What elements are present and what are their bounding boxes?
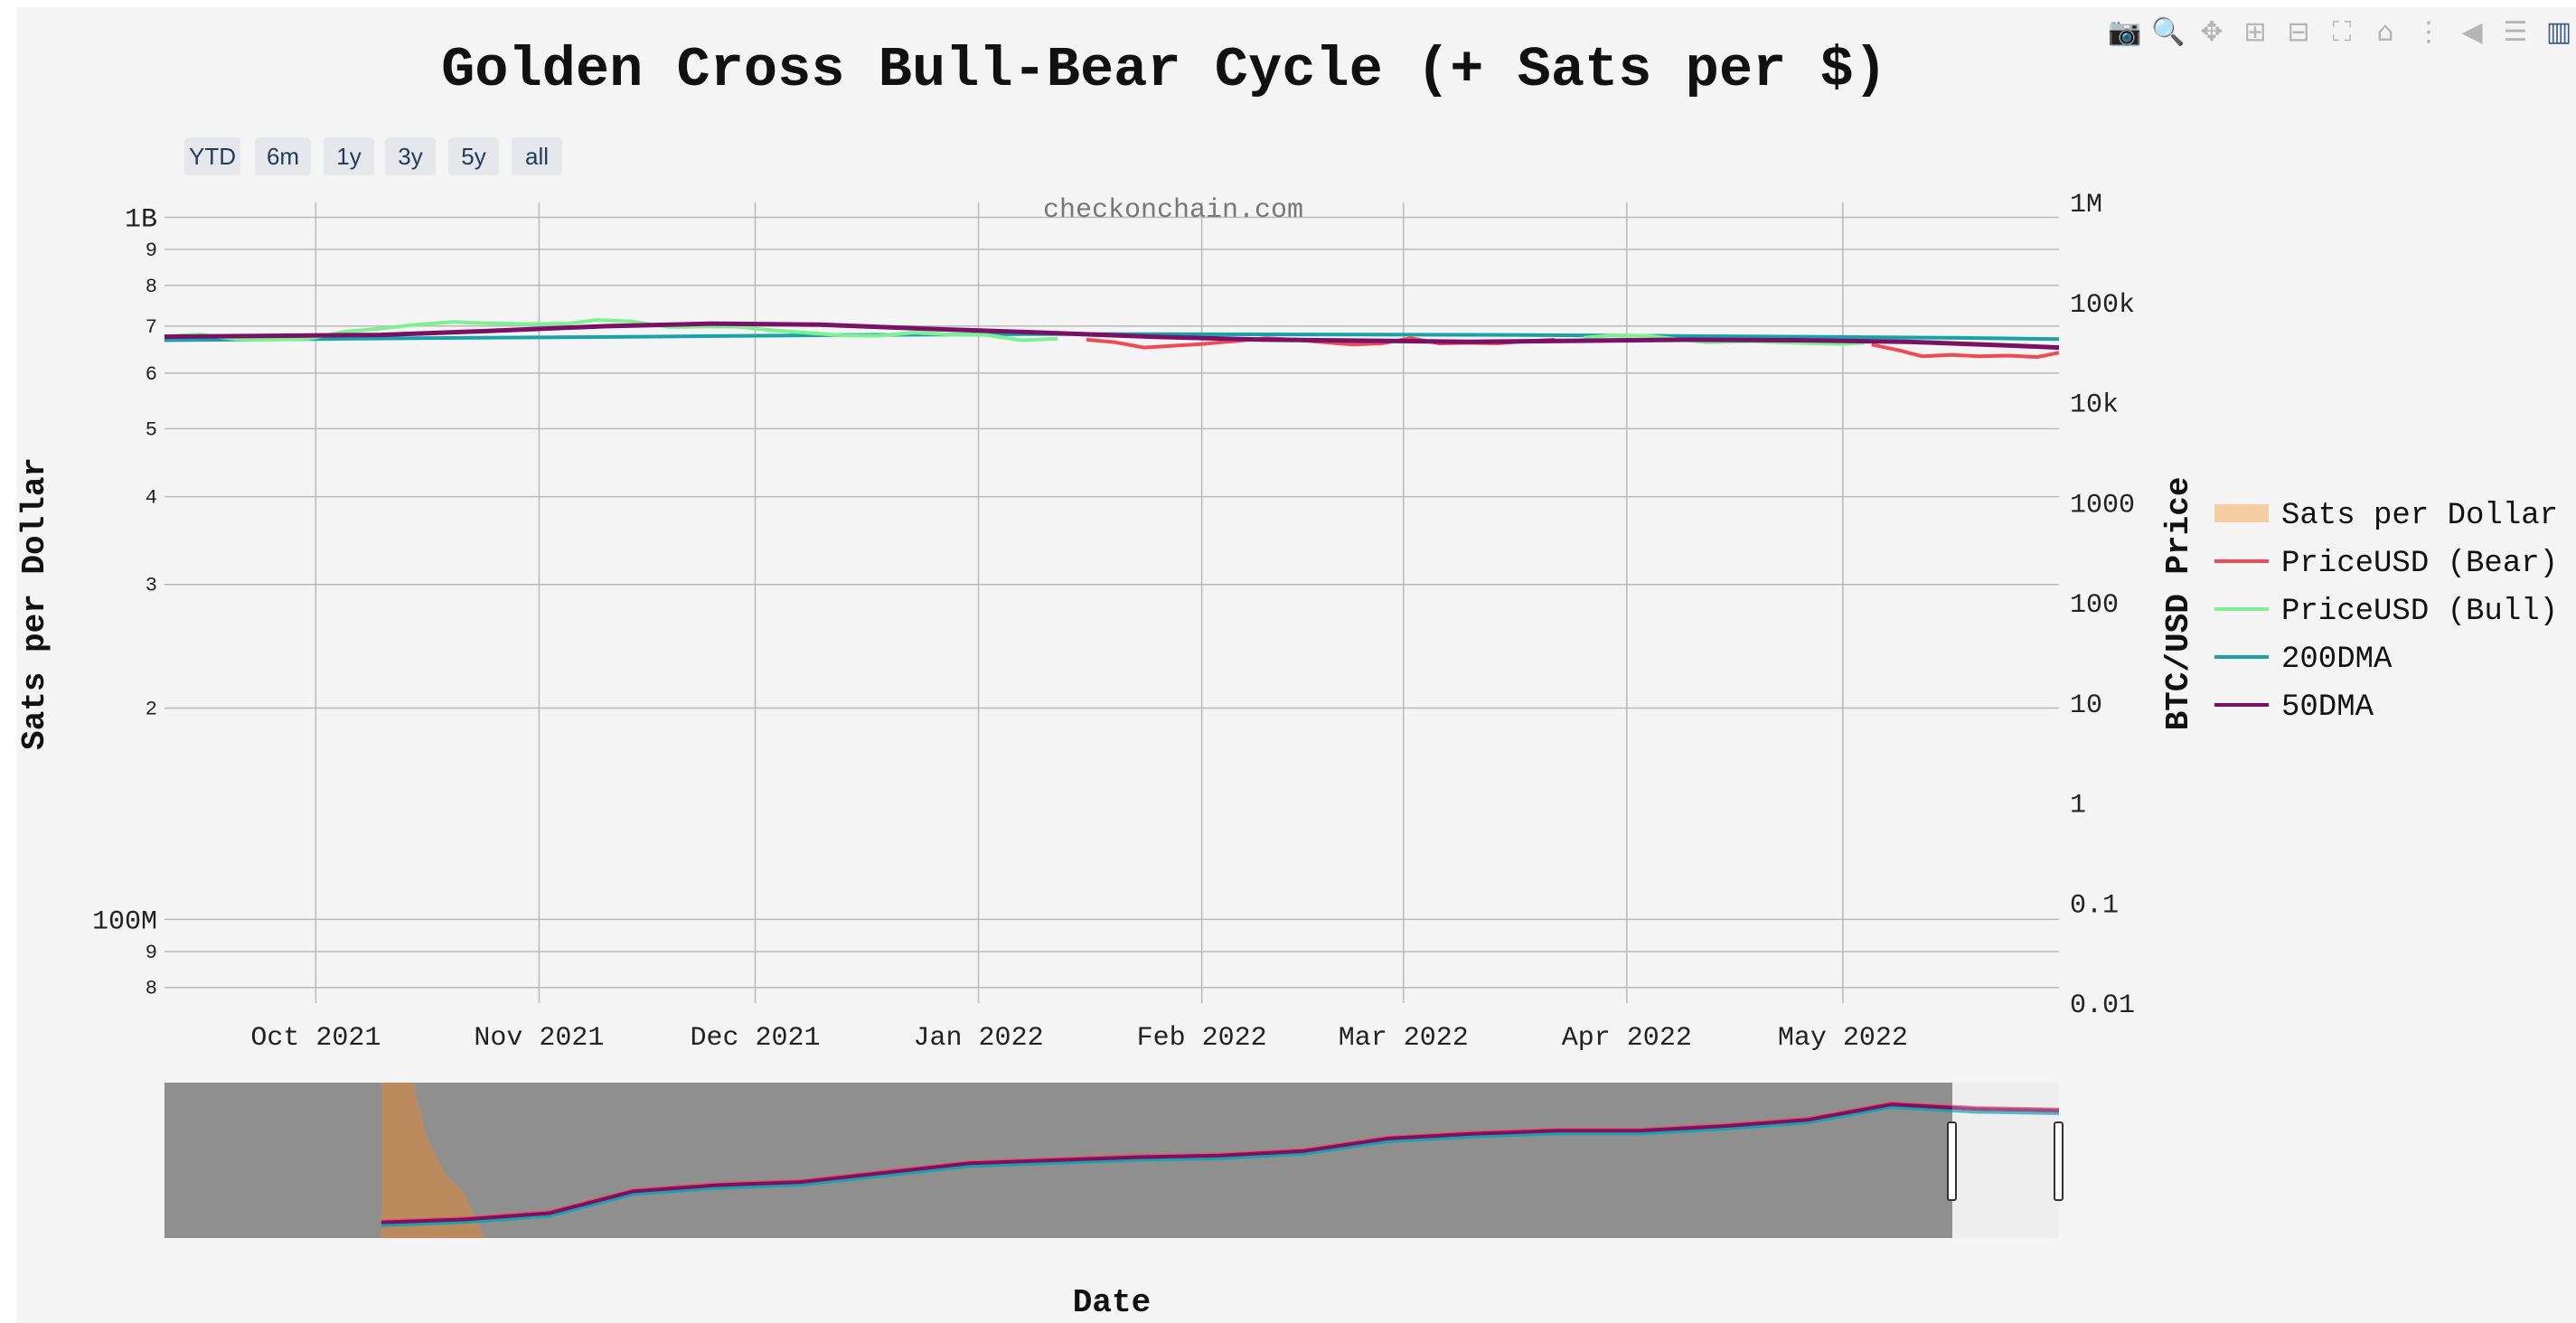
right-tick-label: 10k (2070, 390, 2119, 421)
spike-lines-icon[interactable]: ⋮ (2411, 14, 2446, 49)
right-tick-label: 10 (2070, 690, 2102, 721)
legend[interactable]: Sats per Dollar PriceUSD (Bear) PriceUSD (… (2214, 499, 2558, 725)
zoom-icon[interactable]: 🔍 (2151, 14, 2186, 49)
left-tick-label: 1B (125, 204, 157, 235)
legend-label[interactable]: Sats per Dollar (2281, 499, 2558, 533)
legend-label[interactable]: 200DMA (2281, 643, 2393, 677)
right-axis-ticks: 0.01 0.1 1 10 100 1000 10k 100k 1M (2070, 190, 2135, 1021)
left-axis-ticks: 1B 9 8 7 6 5 4 3 2 100M 9 8 (92, 204, 157, 999)
autoscale-icon[interactable]: ⛶ (2325, 14, 2359, 49)
left-tick-label: 9 (146, 239, 157, 262)
right-tick-label: 100 (2070, 590, 2119, 621)
range-slider-handle-right[interactable] (2054, 1122, 2063, 1200)
left-tick-label: 8 (146, 978, 157, 1000)
left-tick-label: 6 (146, 363, 157, 386)
x-tick-label: Feb 2022 (1137, 1023, 1267, 1054)
range-button-1y[interactable]: 1y (324, 137, 374, 175)
zoom-out-icon[interactable]: ⊟ (2281, 14, 2316, 49)
left-tick-label: 5 (146, 418, 157, 441)
range-slider-handle-left[interactable] (1948, 1122, 1956, 1200)
x-tick-label: Dec 2021 (690, 1023, 820, 1054)
left-tick-label: 3 (146, 575, 157, 597)
x-tick-label: Mar 2022 (1339, 1023, 1469, 1054)
watermark: checkonchain.com (1043, 195, 1303, 226)
right-tick-label: 0.1 (2070, 890, 2119, 921)
camera-icon[interactable]: 📷 (2108, 14, 2142, 49)
x-tick-label: May 2022 (1778, 1023, 1908, 1054)
left-tick-label: 8 (146, 276, 157, 298)
chart-canvas: Golden Cross Bull-Bear Cycle (+ Sats per… (16, 7, 2576, 1323)
left-tick-label: 4 (146, 487, 157, 510)
plotly-logo-icon[interactable]: ▥ (2542, 14, 2576, 49)
legend-label[interactable]: 50DMA (2281, 690, 2374, 725)
range-button-5y[interactable]: 5y (448, 137, 499, 175)
range-slider-window[interactable] (1952, 1083, 2059, 1238)
left-tick-label: 7 (146, 316, 157, 339)
hover-compare-icon[interactable]: ☰ (2498, 14, 2533, 49)
range-button-ytd[interactable]: YTD (184, 137, 240, 175)
x-tick-label: Apr 2022 (1562, 1023, 1692, 1054)
modebar: 📷 🔍 ✥ ⊞ ⊟ ⛶ ⌂ ⋮ ◀ ☰ ▥ (2108, 14, 2576, 49)
right-tick-label: 1 (2070, 791, 2086, 821)
legend-swatch (2214, 504, 2269, 522)
hover-closest-icon[interactable]: ◀ (2455, 14, 2489, 49)
legend-label[interactable]: PriceUSD (Bear) (2281, 547, 2558, 581)
range-button-6m[interactable]: 6m (255, 137, 311, 175)
chart-title: Golden Cross Bull-Bear Cycle (+ Sats per… (441, 38, 1887, 102)
right-axis-title: BTC/USD Price (2160, 477, 2197, 731)
left-tick-label: 2 (146, 699, 157, 721)
right-tick-label: 1M (2070, 190, 2102, 220)
chart-page: Golden Cross Bull-Bear Cycle (+ Sats per… (16, 7, 2576, 1323)
x-tick-label: Oct 2021 (250, 1023, 381, 1054)
range-button-all[interactable]: all (512, 137, 562, 175)
legend-label[interactable]: PriceUSD (Bull) (2281, 595, 2558, 629)
left-tick-label: 9 (146, 942, 157, 964)
left-axis-title: Sats per Dollar (16, 457, 53, 750)
right-tick-label: 1000 (2070, 490, 2135, 521)
right-tick-label: 100k (2070, 290, 2135, 321)
x-tick-label: Jan 2022 (914, 1023, 1044, 1054)
x-axis-ticks: Oct 2021 Nov 2021 Dec 2021 Jan 2022 Feb 2022… (250, 1023, 1908, 1054)
left-tick-label: 100M (92, 906, 157, 937)
home-icon[interactable]: ⌂ (2368, 14, 2402, 49)
x-tick-label: Nov 2021 (474, 1023, 604, 1054)
right-tick-label: 0.01 (2070, 990, 2135, 1021)
range-slider[interactable] (165, 1083, 2063, 1238)
range-button-3y[interactable]: 3y (385, 137, 436, 175)
zoom-in-icon[interactable]: ⊞ (2238, 14, 2272, 49)
pan-icon[interactable]: ✥ (2195, 14, 2229, 49)
x-axis-title: Date (1073, 1284, 1151, 1321)
